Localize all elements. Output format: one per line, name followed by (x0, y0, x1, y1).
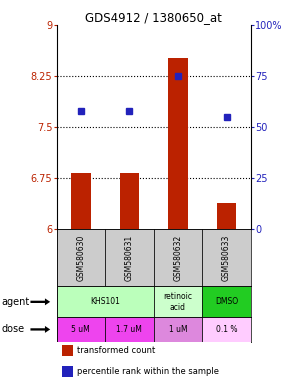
Text: DMSO: DMSO (215, 297, 238, 306)
Bar (57, 286, 154, 317)
Text: 5 uM: 5 uM (71, 325, 90, 334)
Text: transformed count: transformed count (77, 346, 155, 355)
Text: dose: dose (1, 324, 25, 334)
Bar (62, 346, 73, 356)
Bar (105, 317, 154, 341)
Bar (57, 229, 105, 286)
Bar (62, 366, 73, 377)
Bar (120, 173, 139, 229)
Bar (154, 317, 202, 341)
Text: GSM580632: GSM580632 (173, 235, 182, 281)
Text: 1.7 uM: 1.7 uM (117, 325, 142, 334)
Bar (105, 229, 154, 286)
Text: KHS101: KHS101 (90, 297, 120, 306)
Text: 0.1 %: 0.1 % (216, 325, 237, 334)
Text: GSM580631: GSM580631 (125, 235, 134, 281)
Bar (154, 286, 202, 317)
Bar (57, 317, 105, 341)
Bar (217, 203, 236, 229)
Text: 1 uM: 1 uM (169, 325, 187, 334)
Text: percentile rank within the sample: percentile rank within the sample (77, 367, 219, 376)
Bar (202, 286, 251, 317)
Title: GDS4912 / 1380650_at: GDS4912 / 1380650_at (85, 11, 222, 24)
Bar (168, 58, 188, 229)
Text: GSM580630: GSM580630 (76, 235, 85, 281)
Bar (202, 317, 251, 341)
Text: retinoic
acid: retinoic acid (164, 292, 193, 311)
Bar (71, 173, 90, 229)
Bar (202, 229, 251, 286)
Text: GSM580633: GSM580633 (222, 235, 231, 281)
Text: agent: agent (1, 297, 30, 307)
Bar (154, 229, 202, 286)
